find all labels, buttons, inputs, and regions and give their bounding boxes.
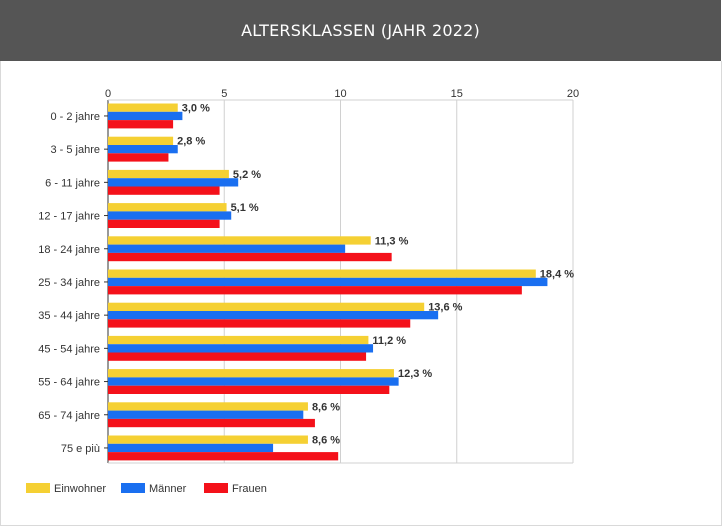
data-label: 8,6 %	[312, 435, 340, 447]
chart-header: ALTERSKLASSEN (JAHR 2022)	[0, 0, 721, 61]
category-label: 0 - 2 jahre	[50, 111, 100, 123]
legend-label: Einwohner	[54, 483, 106, 495]
bar-mnner	[108, 410, 304, 419]
bar-mnner	[108, 277, 548, 287]
bar-einwohner	[108, 236, 371, 245]
data-label: 11,2 %	[372, 335, 406, 347]
bar-mnner	[108, 244, 346, 253]
legend-swatch-frauen	[204, 483, 228, 493]
bar-mnner	[108, 311, 439, 320]
category-label: 18 - 24 jahre	[38, 244, 100, 256]
category-label: 65 - 74 jahre	[38, 410, 100, 422]
bar-einwohner	[108, 435, 308, 444]
bar-einwohner	[108, 203, 227, 212]
data-label: 5,1 %	[231, 202, 259, 214]
labels-group: 0 5 10 15 20 0 - 2 jahre 3,0 % 3 - 5 jahre 2,8 %…	[38, 88, 579, 455]
bar-frauen	[108, 352, 367, 361]
bar-frauen	[108, 186, 220, 195]
category-label: 3 - 5 jahre	[50, 144, 100, 156]
x-tick-label: 20	[567, 88, 579, 100]
bar-einwohner	[108, 169, 229, 179]
category-label: 25 - 34 jahre	[38, 277, 100, 289]
bar-mnner	[108, 344, 374, 353]
x-tick-label: 5	[221, 88, 227, 100]
x-tick-label: 10	[334, 88, 346, 100]
bar-einwohner	[108, 402, 308, 411]
data-label: 5,2 %	[233, 169, 261, 181]
bar-frauen	[108, 418, 315, 428]
bar-frauen	[108, 319, 411, 328]
category-label: 75 e più	[61, 443, 100, 455]
data-label: 8,6 %	[312, 401, 340, 413]
data-label: 2,8 %	[177, 136, 205, 148]
chart-title: ALTERSKLASSEN (JAHR 2022)	[241, 21, 480, 40]
category-label: 55 - 64 jahre	[38, 377, 100, 389]
data-label: 13,6 %	[428, 302, 462, 314]
x-tick-label: 15	[451, 88, 463, 100]
bar-mnner	[108, 211, 232, 220]
chart-frame	[0, 61, 722, 526]
bar-frauen	[108, 153, 169, 162]
bar-einwohner	[108, 136, 174, 145]
bar-frauen	[108, 286, 522, 295]
bar-frauen	[108, 219, 220, 228]
bar-frauen	[108, 120, 174, 129]
data-label: 3,0 %	[182, 103, 210, 115]
bar-einwohner	[108, 335, 369, 345]
legend-swatch-mnner	[121, 483, 145, 493]
category-label: 6 - 11 jahre	[45, 177, 100, 189]
legend-label: Männer	[149, 483, 187, 495]
bar-mnner	[108, 145, 178, 154]
bar-mnner	[108, 377, 399, 386]
bar-frauen	[108, 385, 390, 394]
data-label: 11,3 %	[375, 235, 409, 247]
bar-einwohner	[108, 369, 394, 378]
legend-swatch-einwohner	[26, 483, 50, 493]
bar-mnner	[108, 111, 183, 121]
legend: Einwohner Männer Frauen	[26, 483, 267, 495]
bar-einwohner	[108, 269, 536, 278]
x-tick-label: 0	[105, 88, 111, 100]
bar-einwohner	[108, 302, 425, 311]
legend-label: Frauen	[232, 483, 267, 495]
bars-group	[108, 103, 548, 461]
bar-einwohner	[108, 103, 178, 112]
category-label: 45 - 54 jahre	[38, 343, 100, 355]
bar-frauen	[108, 452, 339, 461]
bar-mnner	[108, 443, 274, 453]
data-label: 18,4 %	[540, 269, 574, 281]
category-label: 35 - 44 jahre	[38, 310, 100, 322]
data-label: 12,3 %	[398, 368, 432, 380]
category-label: 12 - 17 jahre	[38, 211, 100, 223]
bar-mnner	[108, 178, 239, 187]
bar-frauen	[108, 252, 392, 262]
